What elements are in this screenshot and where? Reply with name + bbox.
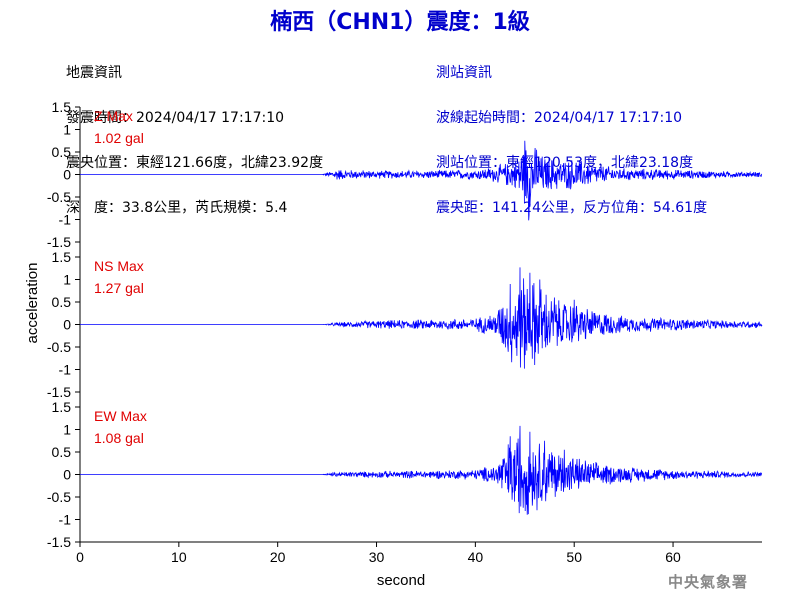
y-tick-label: 1 — [63, 272, 71, 288]
max-value-ns: 1.27 gal — [94, 280, 144, 296]
x-tick-label: 30 — [369, 549, 385, 565]
y-tick-label: 1.5 — [52, 399, 72, 415]
x-tick-label: 60 — [665, 549, 681, 565]
wave-start-time: 波線起始時間：2024/04/17 17:17:10 — [436, 110, 683, 126]
y-tick-label: 0.5 — [52, 294, 72, 310]
station-info-block: 測站資訊 波線起始時間：2024/04/17 17:17:10 測站位置：東經1… — [436, 36, 707, 231]
station-info-heading: 測站資訊 — [436, 65, 492, 81]
y-tick-label: -1 — [59, 212, 72, 228]
max-label-z: Z Max — [94, 108, 133, 124]
x-tick-label: 10 — [171, 549, 187, 565]
x-tick-label: 50 — [566, 549, 582, 565]
y-tick-label: -0.5 — [47, 189, 71, 205]
y-tick-label: 1.5 — [52, 99, 72, 115]
y-tick-label: 1.5 — [52, 249, 72, 265]
depth-magnitude: 深 度：33.8公里，芮氏規模：5.4 — [66, 200, 288, 216]
quake-info-heading: 地震資訊 — [66, 65, 122, 81]
y-tick-label: 0 — [63, 167, 71, 183]
y-tick-label: 0.5 — [52, 444, 72, 460]
x-tick-label: 20 — [270, 549, 286, 565]
y-tick-label: 1 — [63, 422, 71, 438]
max-label-ns: NS Max — [94, 258, 144, 274]
y-tick-label: 0 — [63, 467, 71, 483]
distance-azimuth: 震央距：141.24公里，反方位角：54.61度 — [436, 200, 708, 216]
y-tick-label: -1.5 — [47, 234, 71, 250]
y-axis-title: acceleration — [24, 263, 41, 344]
y-tick-label: 0 — [63, 317, 71, 333]
max-value-z: 1.02 gal — [94, 130, 144, 146]
epicenter-location: 震央位置：東經121.66度，北緯23.92度 — [66, 155, 324, 171]
y-tick-label: -1.5 — [47, 384, 71, 400]
y-tick-label: -1 — [59, 512, 72, 528]
y-tick-label: -1.5 — [47, 534, 71, 550]
y-tick-label: -0.5 — [47, 339, 71, 355]
quake-info-block: 地震資訊 發震時間：2024/04/17 17:17:10 震央位置：東經121… — [66, 36, 323, 231]
y-tick-label: 0.5 — [52, 144, 72, 160]
waveform-ns — [80, 267, 763, 369]
max-label-ew: EW Max — [94, 408, 147, 424]
max-value-ew: 1.08 gal — [94, 430, 144, 446]
x-axis-title: second — [377, 572, 425, 589]
waveform-z — [80, 140, 763, 221]
page-title: 楠西（CHN1）震度：1級 — [270, 10, 530, 35]
y-tick-label: -1 — [59, 362, 72, 378]
y-tick-label: -0.5 — [47, 489, 71, 505]
x-tick-label: 0 — [76, 549, 84, 565]
agency-label: 中央氣象署 — [667, 573, 748, 591]
origin-time: 發震時間：2024/04/17 17:17:10 — [66, 110, 285, 126]
waveform-ew — [80, 425, 762, 515]
x-tick-label: 40 — [468, 549, 484, 565]
y-tick-label: 1 — [63, 122, 71, 138]
